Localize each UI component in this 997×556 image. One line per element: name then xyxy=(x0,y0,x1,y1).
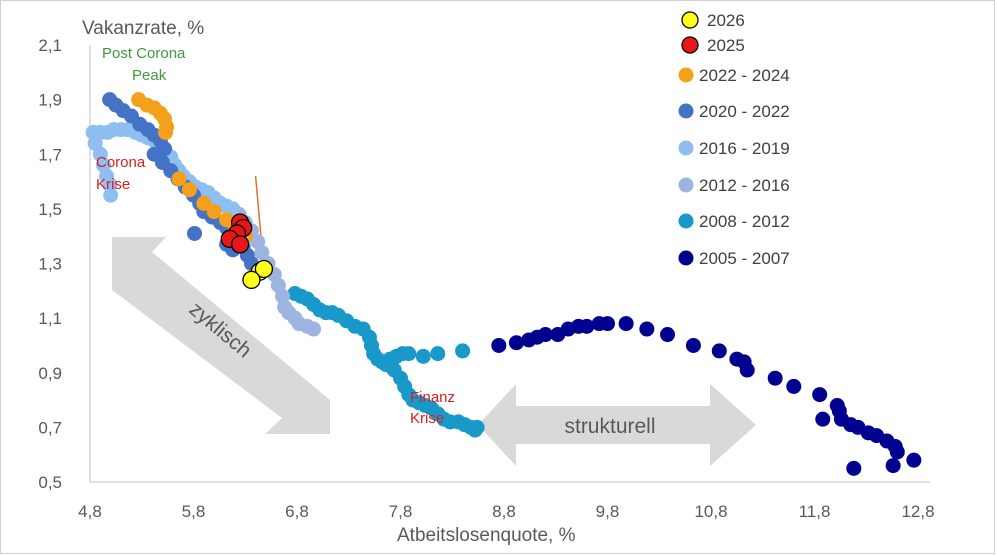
y-tick-label: 0,7 xyxy=(38,418,62,437)
point-2016-2019 xyxy=(102,176,118,192)
x-tick-label: 5,8 xyxy=(182,502,206,521)
legend-label: 2012 - 2016 xyxy=(699,176,790,195)
point-2020-2022 xyxy=(187,225,203,241)
point-2026 xyxy=(242,270,261,290)
point-2005-2007 xyxy=(846,460,862,476)
legend-marker xyxy=(678,67,694,83)
legend-label: 2026 xyxy=(707,11,745,30)
point-2005-2007 xyxy=(660,327,676,343)
point-2005-2007 xyxy=(639,321,655,337)
y-tick-label: 1,5 xyxy=(38,200,62,219)
legend-label: 2025 xyxy=(707,36,745,55)
point-2005-2007 xyxy=(767,370,783,386)
legend-marker xyxy=(681,11,699,29)
point-2005-2007 xyxy=(685,337,701,353)
point-2012-2016 xyxy=(306,321,322,337)
point-2005-2007 xyxy=(618,316,634,332)
point-2016-2019 xyxy=(103,187,119,203)
point-2026 xyxy=(254,259,274,279)
y-tick-label: 1,1 xyxy=(38,309,62,328)
x-axis-title: Atbeitslosenquote, % xyxy=(397,525,576,546)
y-tick-labels: 0,5 0,7 0,9 1,1 1,3 1,5 1,7 1,9 2,1 xyxy=(38,36,62,492)
x-tick-label: 10,8 xyxy=(694,502,727,521)
point-2008-2012 xyxy=(455,343,471,359)
point-2005-2007 xyxy=(579,318,595,334)
annotation-finanz: Finanz xyxy=(410,389,455,406)
x-tick-label: 4,8 xyxy=(78,502,102,521)
annotation-finanz-krise: Krise xyxy=(410,410,444,427)
legend-label: 2005 - 2007 xyxy=(699,249,790,268)
strukturell-arrow xyxy=(478,384,756,466)
point-2005-2007 xyxy=(508,335,524,351)
legend-marker xyxy=(678,103,694,119)
y-tick-label: 1,3 xyxy=(38,255,62,274)
point-2022-2024 xyxy=(158,124,174,140)
x-tick-label: 8,8 xyxy=(492,502,516,521)
point-2005-2007 xyxy=(885,458,901,474)
point-2005-2007 xyxy=(906,452,922,468)
point-2005-2007 xyxy=(537,327,553,343)
y-tick-label: 0,5 xyxy=(38,473,62,492)
y-tick-label: 1,7 xyxy=(38,145,62,164)
point-2005-2007 xyxy=(889,444,905,460)
point-2005-2007 xyxy=(815,411,831,427)
legend-label: 2020 - 2022 xyxy=(699,102,790,121)
legend-marker xyxy=(678,140,694,156)
point-2022-2024 xyxy=(196,195,212,211)
y-tick-label: 1,9 xyxy=(38,91,62,110)
annotation-corona-krise: Krise xyxy=(96,176,130,193)
legend-marker xyxy=(678,177,694,193)
legend-label: 2022 - 2024 xyxy=(699,66,790,85)
point-2008-2012 xyxy=(430,346,446,362)
y-tick-label: 2,1 xyxy=(38,36,62,55)
legend-label: 2008 - 2012 xyxy=(699,212,790,231)
legend-label: 2016 - 2019 xyxy=(699,139,790,158)
point-2025 xyxy=(230,235,250,254)
y-axis-title: Vakanzrate, % xyxy=(82,18,204,39)
x-tick-label: 6,8 xyxy=(285,502,309,521)
y-tick-label: 0,9 xyxy=(38,364,62,383)
x-tick-label: 9,8 xyxy=(596,502,620,521)
annotation-peak: Peak xyxy=(132,67,167,84)
data-points xyxy=(85,92,922,476)
point-2005-2007 xyxy=(491,337,507,353)
point-2022-2024 xyxy=(171,171,187,187)
x-tick-label: 12,8 xyxy=(901,502,934,521)
legend-marker xyxy=(681,36,699,54)
point-2005-2007 xyxy=(812,387,828,403)
x-tick-label: 11,8 xyxy=(799,502,831,521)
point-2008-2012 xyxy=(415,348,431,364)
point-2022-2024 xyxy=(181,182,197,198)
legend-marker xyxy=(678,250,694,266)
point-2022-2024 xyxy=(206,204,222,220)
point-2005-2007 xyxy=(711,343,727,359)
label-strukturell: strukturell xyxy=(564,415,655,438)
point-2005-2007 xyxy=(600,316,615,332)
legend-marker xyxy=(678,213,694,229)
zyklisch-arrow xyxy=(112,237,330,434)
legend: 2026 2025 2022 - 2024 2020 - 2022 2016 - 201… xyxy=(678,11,790,268)
point-2012-2016 xyxy=(254,245,270,261)
point-2008-2012 xyxy=(401,346,417,362)
annotation-corona: Corona xyxy=(96,154,146,171)
annotation-post-corona: Post Corona xyxy=(102,45,186,62)
point-2008-2012 xyxy=(469,419,485,435)
x-tick-label: 7,8 xyxy=(389,502,413,521)
point-2016-2019 xyxy=(225,201,241,217)
x-tick-labels: 4,8 5,8 6,8 7,8 8,8 9,8 10,8 11,8 12,8 xyxy=(78,502,934,521)
point-2005-2007 xyxy=(739,362,755,378)
point-2005-2007 xyxy=(786,378,802,394)
